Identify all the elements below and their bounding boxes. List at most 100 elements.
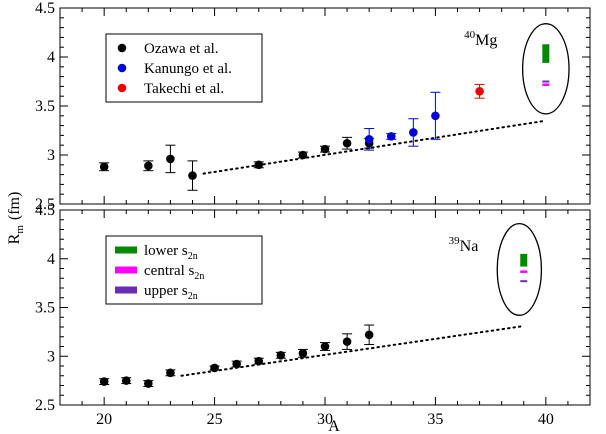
y-axis-unit: (fm) (6, 192, 23, 220)
highlight-ellipse (496, 223, 543, 316)
nucleus-symbol: Mg (475, 32, 497, 49)
legend-label: Ozawa et al. (144, 41, 219, 57)
marker (166, 154, 175, 164)
legend-text: lower s (144, 243, 188, 259)
nucleus-mass: 39 (449, 235, 461, 247)
data-point (342, 333, 353, 350)
prediction-upper-s2n (542, 80, 550, 83)
y-tick-label: 2.5 (35, 397, 55, 414)
marker (364, 330, 374, 340)
marker (386, 132, 396, 141)
marker (342, 138, 352, 148)
y-tick-label: 4 (47, 49, 55, 66)
data-point (99, 162, 110, 172)
marker (276, 350, 286, 360)
legend-text: Takechi et al. (144, 81, 224, 97)
data-point (364, 324, 375, 346)
prediction-central-s2n (520, 270, 528, 273)
marker (121, 376, 131, 385)
legend-marker (117, 43, 127, 53)
data-point (253, 356, 264, 366)
data-point (209, 363, 220, 373)
legend-text: central s (144, 263, 195, 279)
x-tick-label: 20 (96, 411, 112, 428)
data-point (99, 377, 110, 386)
marker (320, 144, 330, 154)
data-point (342, 136, 353, 150)
legend-marker (117, 63, 127, 73)
prediction-lower-s2n (520, 253, 528, 267)
nucleus-label: 40Mg (464, 29, 497, 49)
marker (232, 359, 241, 369)
data-point (430, 91, 441, 140)
marker (298, 150, 308, 160)
y-tick-label: 3 (47, 147, 55, 164)
x-tick-label: 30 (317, 411, 333, 428)
legend-text: upper s (144, 283, 188, 299)
trend-line (180, 325, 525, 377)
legend-text: Kanungo et al. (144, 61, 232, 77)
data-point (297, 150, 308, 160)
marker (298, 349, 308, 358)
legend-label: lower s2n (144, 243, 198, 262)
data-point (408, 118, 419, 147)
legend-swatch (115, 246, 137, 254)
y-tick-label: 4 (47, 251, 55, 268)
prediction-lower-s2n (542, 44, 550, 63)
marker (144, 161, 153, 171)
prediction-upper-s2n (520, 280, 528, 283)
legend-label: Takechi et al. (144, 81, 224, 97)
legend-text: Ozawa et al. (144, 41, 219, 57)
data-point (275, 350, 286, 360)
y-tick-label: 4.5 (35, 0, 55, 17)
marker (254, 160, 264, 170)
marker (254, 356, 264, 366)
marker (99, 162, 109, 172)
marker (144, 379, 153, 388)
legend: Ozawa et al. Kanungo et al. Takechi et al. (105, 33, 263, 103)
axis-labels: A Rm (fm) (6, 192, 340, 434)
marker (188, 171, 197, 180)
legend-label: upper s2n (144, 283, 198, 302)
marker (99, 377, 109, 386)
data-point (143, 160, 154, 172)
data-point (121, 376, 132, 385)
legend-label: central s2n (144, 263, 204, 282)
marker (320, 342, 330, 351)
panel-mg: 2.5 3 3.5 4 4.5 40Mg Ozawa et al. Kanungo et al… (35, 0, 591, 213)
data-point (187, 160, 198, 191)
prediction-central-s2n (542, 83, 550, 86)
x-tick-label: 40 (538, 411, 554, 428)
legend-swatch (115, 286, 137, 294)
legend-subscript: 2n (188, 291, 198, 302)
data-point (364, 128, 375, 151)
legend-swatch (115, 266, 137, 274)
marker (166, 368, 175, 378)
y-axis-label: Rm (fm) (6, 192, 26, 245)
data-point (474, 83, 485, 99)
legend-marker (117, 83, 127, 93)
y-axis-subscript: m (14, 225, 26, 234)
data-point (165, 144, 176, 174)
data-point (320, 342, 330, 351)
y-tick-label: 3.5 (35, 98, 55, 115)
data-point (253, 160, 264, 170)
data-point (386, 132, 397, 141)
data-point (165, 368, 176, 378)
x-tick-label: 35 (427, 411, 443, 428)
legend-label: Kanungo et al. (144, 61, 232, 77)
marker (409, 128, 418, 137)
y-tick-label: 3.5 (35, 300, 55, 317)
data-point (297, 348, 308, 358)
data-point (143, 379, 154, 388)
nucleus-mass: 40 (464, 29, 476, 41)
y-tick-label: 3 (47, 348, 55, 365)
marker (342, 337, 352, 346)
data-point (320, 144, 330, 154)
marker (431, 111, 440, 121)
marker (364, 135, 374, 144)
nucleus-label: 39Na (449, 235, 479, 255)
legend-subscript: 2n (194, 271, 204, 282)
